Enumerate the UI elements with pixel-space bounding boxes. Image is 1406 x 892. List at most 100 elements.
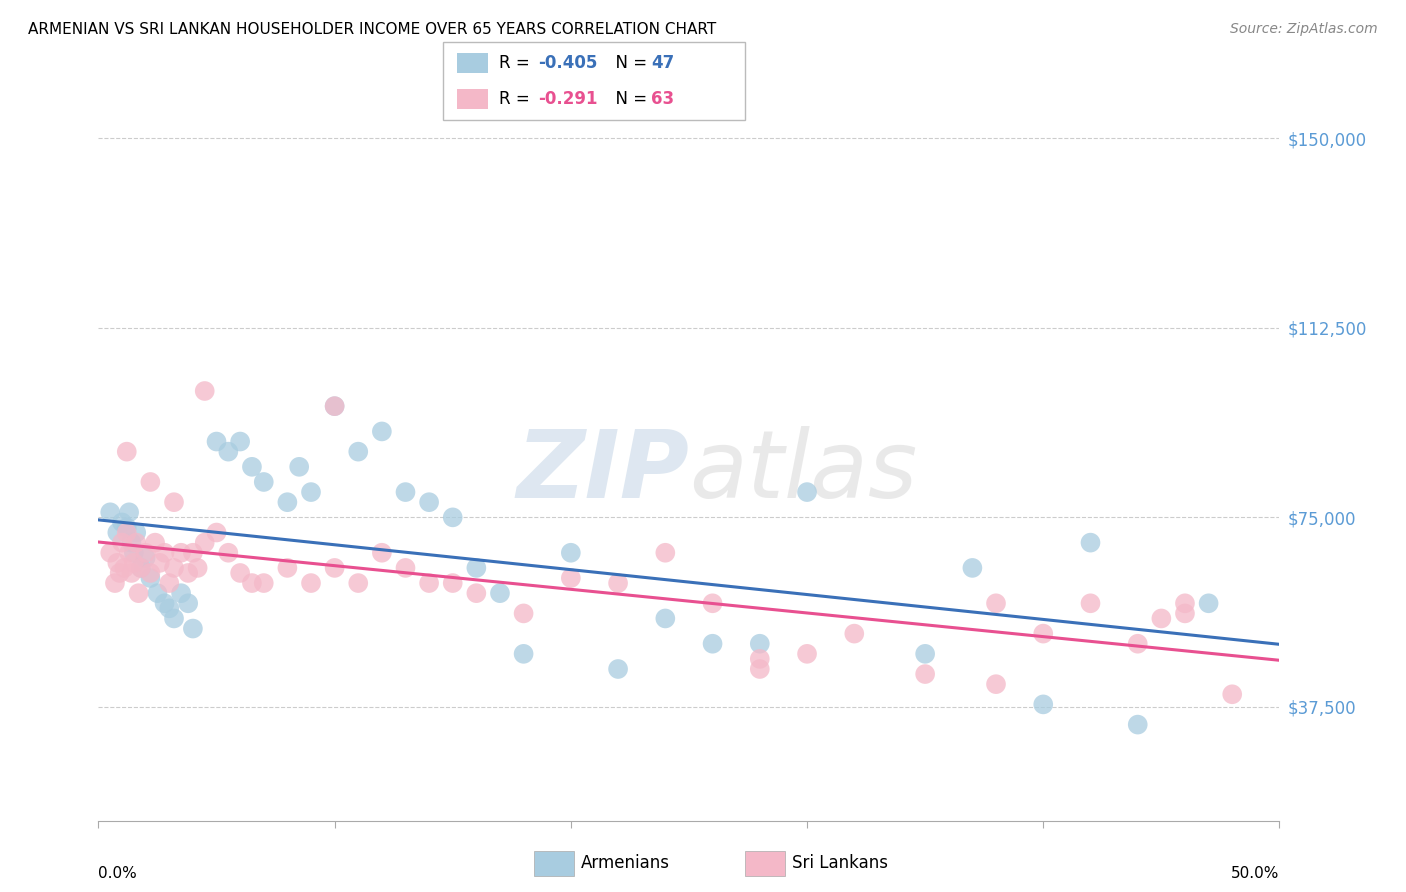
Point	[129, 561, 152, 575]
Point	[153, 546, 176, 560]
Point	[1126, 637, 1149, 651]
Point	[441, 576, 464, 591]
Point	[194, 535, 217, 549]
Point	[177, 596, 200, 610]
Point	[205, 434, 228, 449]
Point	[489, 586, 512, 600]
Point	[441, 510, 464, 524]
Point	[205, 525, 228, 540]
Point	[1080, 596, 1102, 610]
Point	[394, 485, 416, 500]
Point	[170, 586, 193, 600]
Point	[371, 425, 394, 439]
Point	[122, 556, 145, 570]
Point	[122, 546, 145, 560]
Point	[748, 652, 770, 666]
Point	[108, 566, 131, 580]
Point	[98, 505, 121, 519]
Point	[512, 607, 534, 621]
Point	[560, 571, 582, 585]
Text: N =: N =	[605, 90, 652, 108]
Point	[654, 546, 676, 560]
Text: 50.0%: 50.0%	[1232, 866, 1279, 881]
Point	[299, 576, 322, 591]
Point	[135, 546, 157, 560]
Point	[914, 667, 936, 681]
Point	[129, 561, 152, 575]
Point	[465, 586, 488, 600]
Point	[418, 495, 440, 509]
Point	[276, 561, 298, 575]
Point	[125, 525, 148, 540]
Point	[1174, 607, 1197, 621]
Point	[139, 571, 162, 585]
Point	[347, 576, 370, 591]
Point	[139, 566, 162, 580]
Point	[253, 475, 276, 489]
Point	[229, 566, 252, 580]
Point	[1032, 626, 1054, 640]
Point	[276, 495, 298, 509]
Text: Source: ZipAtlas.com: Source: ZipAtlas.com	[1230, 22, 1378, 37]
Point	[607, 576, 630, 591]
Point	[115, 525, 138, 540]
Point	[1198, 596, 1220, 610]
Point	[253, 576, 276, 591]
Point	[702, 596, 724, 610]
Point	[125, 535, 148, 549]
Point	[104, 576, 127, 591]
Point	[181, 546, 204, 560]
Point	[796, 485, 818, 500]
Point	[1220, 687, 1243, 701]
Point	[139, 475, 162, 489]
Point	[128, 586, 150, 600]
Point	[1080, 535, 1102, 549]
Point	[984, 677, 1007, 691]
Text: Armenians: Armenians	[581, 855, 669, 872]
Point	[702, 637, 724, 651]
Point	[146, 586, 169, 600]
Point	[323, 399, 346, 413]
Text: -0.291: -0.291	[538, 90, 598, 108]
Text: -0.405: -0.405	[538, 54, 598, 72]
Text: R =: R =	[499, 54, 536, 72]
Point	[181, 622, 204, 636]
Point	[323, 561, 346, 575]
Point	[984, 596, 1007, 610]
Point	[98, 546, 121, 560]
Point	[1032, 698, 1054, 712]
Text: ZIP: ZIP	[516, 425, 689, 518]
Point	[135, 550, 157, 565]
Point	[654, 611, 676, 625]
Point	[187, 561, 209, 575]
Point	[240, 459, 263, 474]
Point	[844, 626, 866, 640]
Text: Sri Lankans: Sri Lankans	[792, 855, 887, 872]
Point	[217, 444, 239, 458]
Point	[105, 556, 128, 570]
Point	[748, 637, 770, 651]
Point	[288, 459, 311, 474]
Text: R =: R =	[499, 90, 536, 108]
Point	[371, 546, 394, 560]
Point	[418, 576, 440, 591]
Text: ARMENIAN VS SRI LANKAN HOUSEHOLDER INCOME OVER 65 YEARS CORRELATION CHART: ARMENIAN VS SRI LANKAN HOUSEHOLDER INCOM…	[28, 22, 717, 37]
Point	[323, 399, 346, 413]
Point	[962, 561, 984, 575]
Point	[121, 535, 143, 549]
Point	[149, 556, 172, 570]
Text: atlas: atlas	[689, 426, 917, 517]
Point	[115, 444, 138, 458]
Point	[121, 566, 143, 580]
Point	[914, 647, 936, 661]
Point	[143, 535, 166, 549]
Point	[465, 561, 488, 575]
Point	[512, 647, 534, 661]
Point	[194, 384, 217, 398]
Point	[112, 561, 135, 575]
Point	[157, 601, 180, 615]
Point	[118, 546, 141, 560]
Point	[177, 566, 200, 580]
Point	[1150, 611, 1173, 625]
Point	[299, 485, 322, 500]
